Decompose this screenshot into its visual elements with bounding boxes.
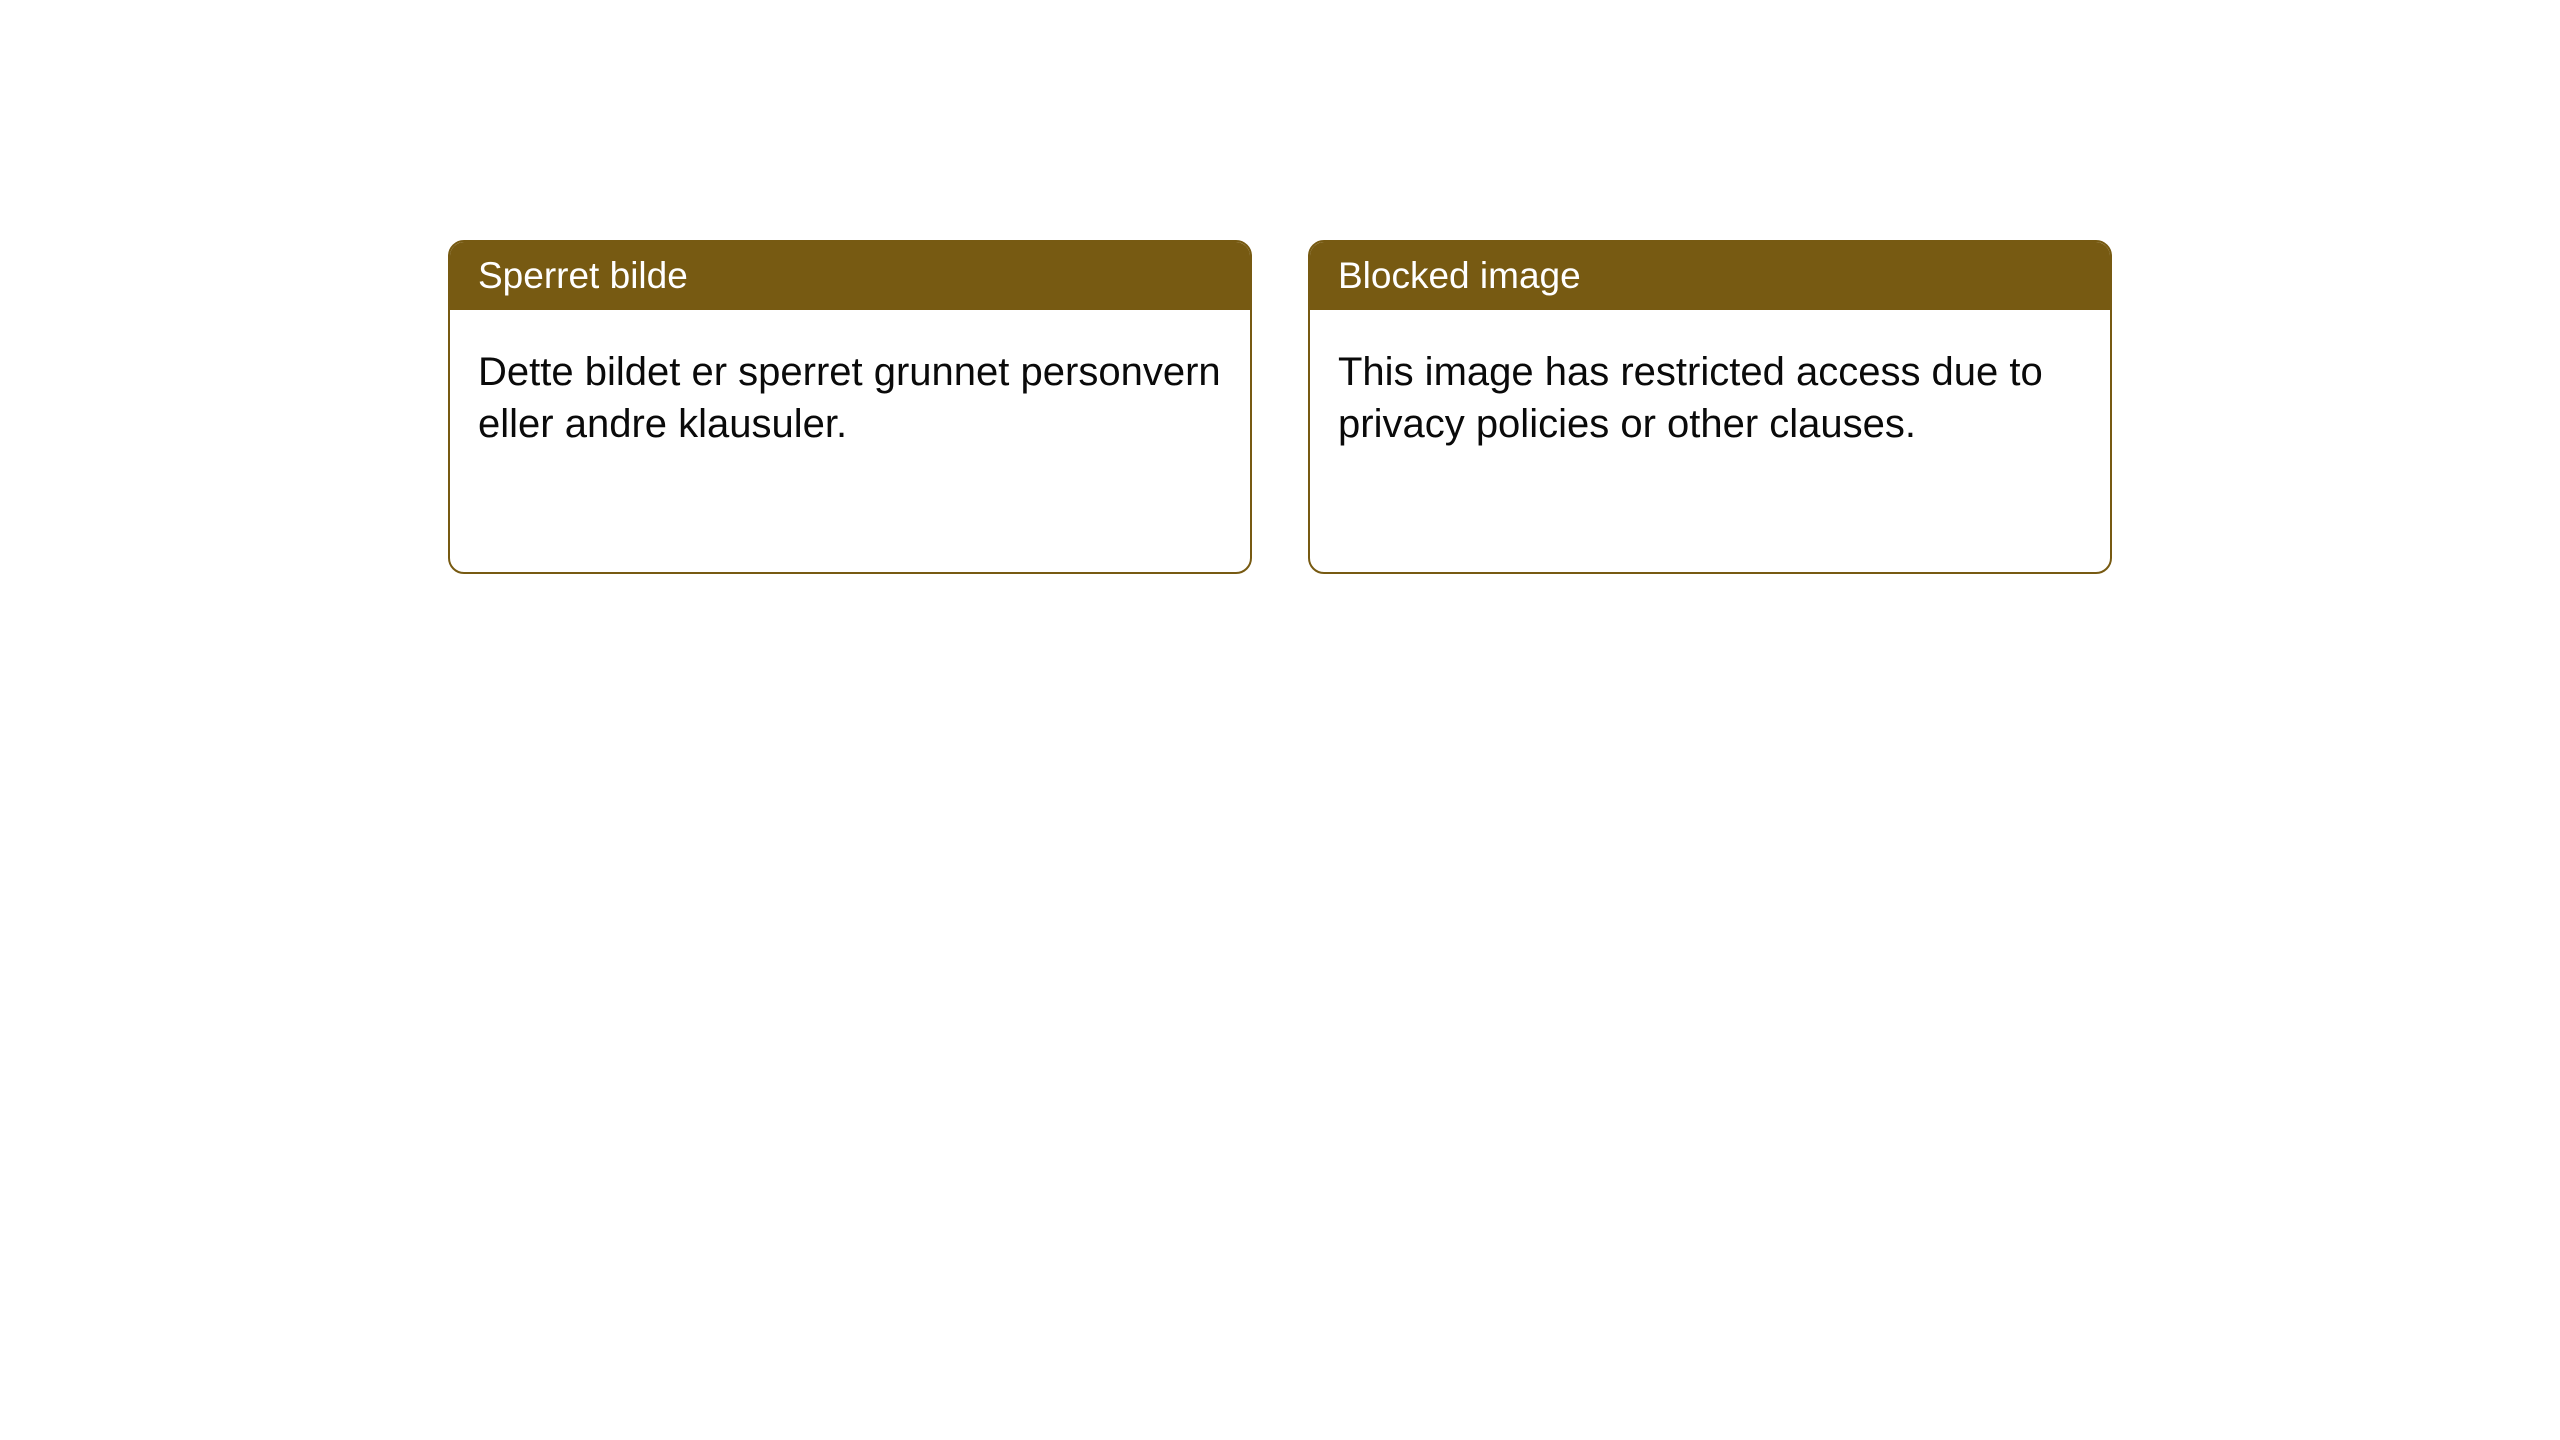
card-body: Dette bildet er sperret grunnet personve… bbox=[450, 310, 1250, 486]
card-title: Sperret bilde bbox=[478, 255, 688, 296]
notice-container: Sperret bilde Dette bildet er sperret gr… bbox=[448, 240, 2112, 574]
card-title: Blocked image bbox=[1338, 255, 1581, 296]
notice-card-english: Blocked image This image has restricted … bbox=[1308, 240, 2112, 574]
card-header: Blocked image bbox=[1310, 242, 2110, 310]
card-body-text: This image has restricted access due to … bbox=[1338, 350, 2043, 446]
card-body-text: Dette bildet er sperret grunnet personve… bbox=[478, 350, 1221, 446]
notice-card-norwegian: Sperret bilde Dette bildet er sperret gr… bbox=[448, 240, 1252, 574]
card-body: This image has restricted access due to … bbox=[1310, 310, 2110, 486]
card-header: Sperret bilde bbox=[450, 242, 1250, 310]
